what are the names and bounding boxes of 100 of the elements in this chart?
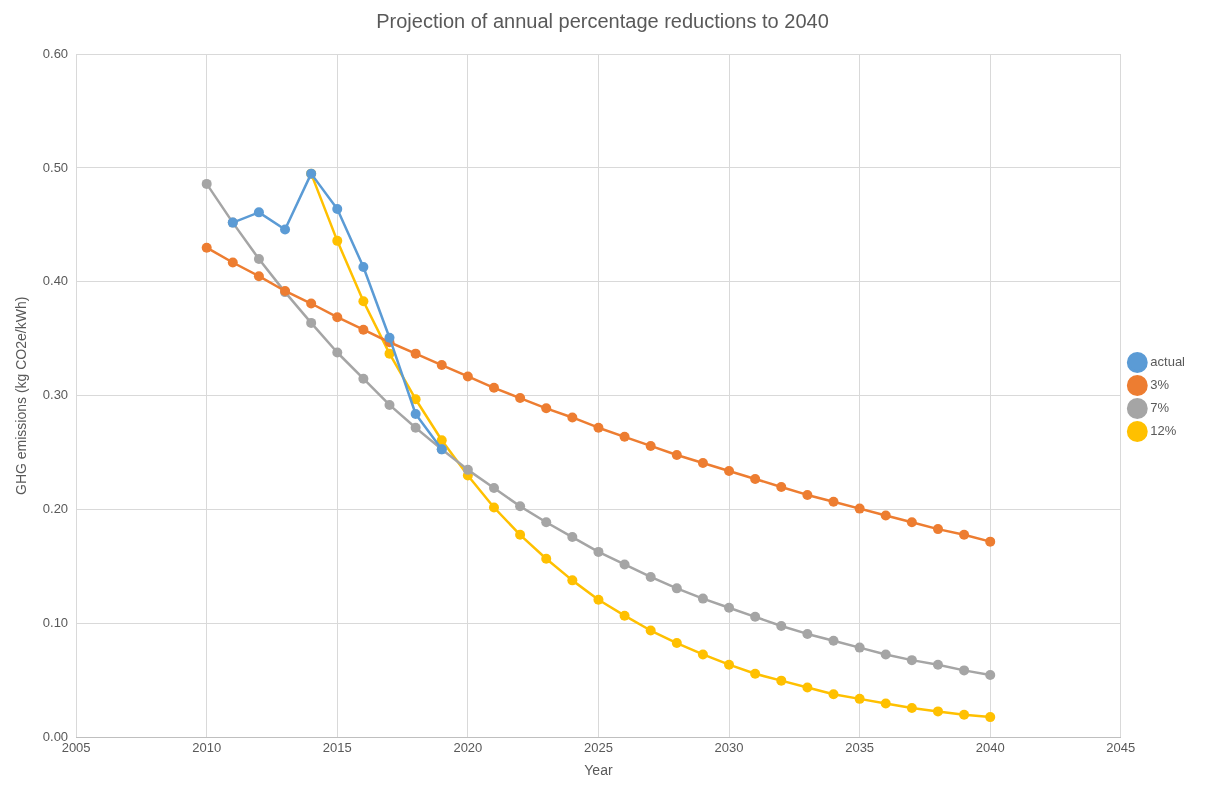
point (697, 593, 708, 604)
point (697, 649, 708, 660)
point (201, 178, 212, 189)
x-tick-label: 2020 (453, 739, 483, 755)
point (541, 517, 552, 528)
point (724, 659, 735, 670)
point (985, 712, 996, 723)
point (985, 536, 996, 547)
point (358, 324, 369, 335)
y-axis-title: GHG emissions (kg CO2e/kWh) (13, 296, 30, 495)
point (515, 393, 526, 404)
point (776, 675, 787, 686)
point (488, 502, 499, 513)
point (906, 702, 917, 713)
point (959, 665, 970, 676)
point (384, 348, 395, 359)
point (410, 409, 421, 420)
point (645, 571, 656, 582)
point (410, 394, 421, 405)
point (932, 524, 943, 535)
point (593, 546, 604, 557)
point (593, 422, 604, 433)
point (932, 659, 943, 670)
x-tick-label: 2030 (714, 739, 744, 755)
x-tick-label: 2045 (1106, 739, 1136, 755)
point (671, 450, 682, 461)
point (959, 709, 970, 720)
point (724, 466, 735, 476)
x-tick-label: 2040 (975, 739, 1005, 755)
x-tick-label: 2010 (192, 739, 222, 755)
point (358, 262, 369, 273)
point (384, 399, 395, 410)
point (462, 464, 473, 475)
point (932, 706, 943, 717)
point (880, 649, 891, 660)
point (567, 575, 578, 586)
x-tick-label: 2035 (845, 739, 875, 755)
point (854, 642, 865, 653)
point (567, 532, 578, 543)
point (384, 332, 395, 343)
point (332, 312, 343, 323)
point (802, 682, 813, 693)
point (671, 638, 682, 649)
point (593, 594, 604, 605)
point (828, 635, 839, 646)
point (802, 489, 813, 500)
point (828, 689, 839, 700)
point (253, 207, 264, 218)
x-tick-label: 2025 (583, 739, 613, 755)
point (253, 254, 264, 265)
point (750, 611, 761, 622)
point (515, 529, 526, 540)
point (854, 693, 865, 704)
point (671, 583, 682, 594)
legend-label: actual (1150, 354, 1186, 370)
point (332, 203, 343, 214)
point (776, 620, 787, 631)
point (280, 224, 291, 235)
legend-label: 12% (1150, 423, 1177, 439)
point (358, 373, 369, 384)
point (541, 553, 552, 564)
point (332, 347, 343, 358)
point (750, 668, 761, 679)
point (488, 382, 499, 393)
point (776, 481, 787, 492)
point (358, 296, 369, 307)
point (436, 360, 447, 371)
point (906, 655, 917, 666)
point (724, 602, 735, 613)
point (567, 412, 578, 423)
point (619, 610, 630, 621)
point (462, 371, 473, 382)
point (306, 298, 317, 309)
point (619, 431, 630, 442)
point (488, 483, 499, 494)
x-axis-title: Year (584, 762, 613, 779)
point (645, 625, 656, 636)
point (985, 669, 996, 680)
y-tick-label: 0.20 (42, 501, 69, 517)
point (541, 403, 552, 414)
chart-title: Projection of annual percentage reductions to 2040 (376, 9, 829, 32)
point (619, 559, 630, 570)
point (697, 458, 708, 469)
y-tick-label: 0.10 (42, 615, 69, 631)
point (880, 510, 891, 521)
point (906, 517, 917, 528)
point (515, 501, 526, 512)
point (959, 529, 970, 540)
point (410, 422, 421, 433)
point (802, 628, 813, 639)
x-tick-label: 2015 (322, 739, 352, 755)
point (828, 496, 839, 507)
point (332, 235, 343, 246)
point (253, 271, 264, 282)
y-tick-label: 0.40 (42, 273, 69, 289)
y-tick-label: 0.30 (42, 387, 69, 403)
point (645, 440, 656, 451)
legend-label: 3% (1150, 377, 1170, 393)
point (201, 242, 212, 253)
point (436, 435, 447, 446)
